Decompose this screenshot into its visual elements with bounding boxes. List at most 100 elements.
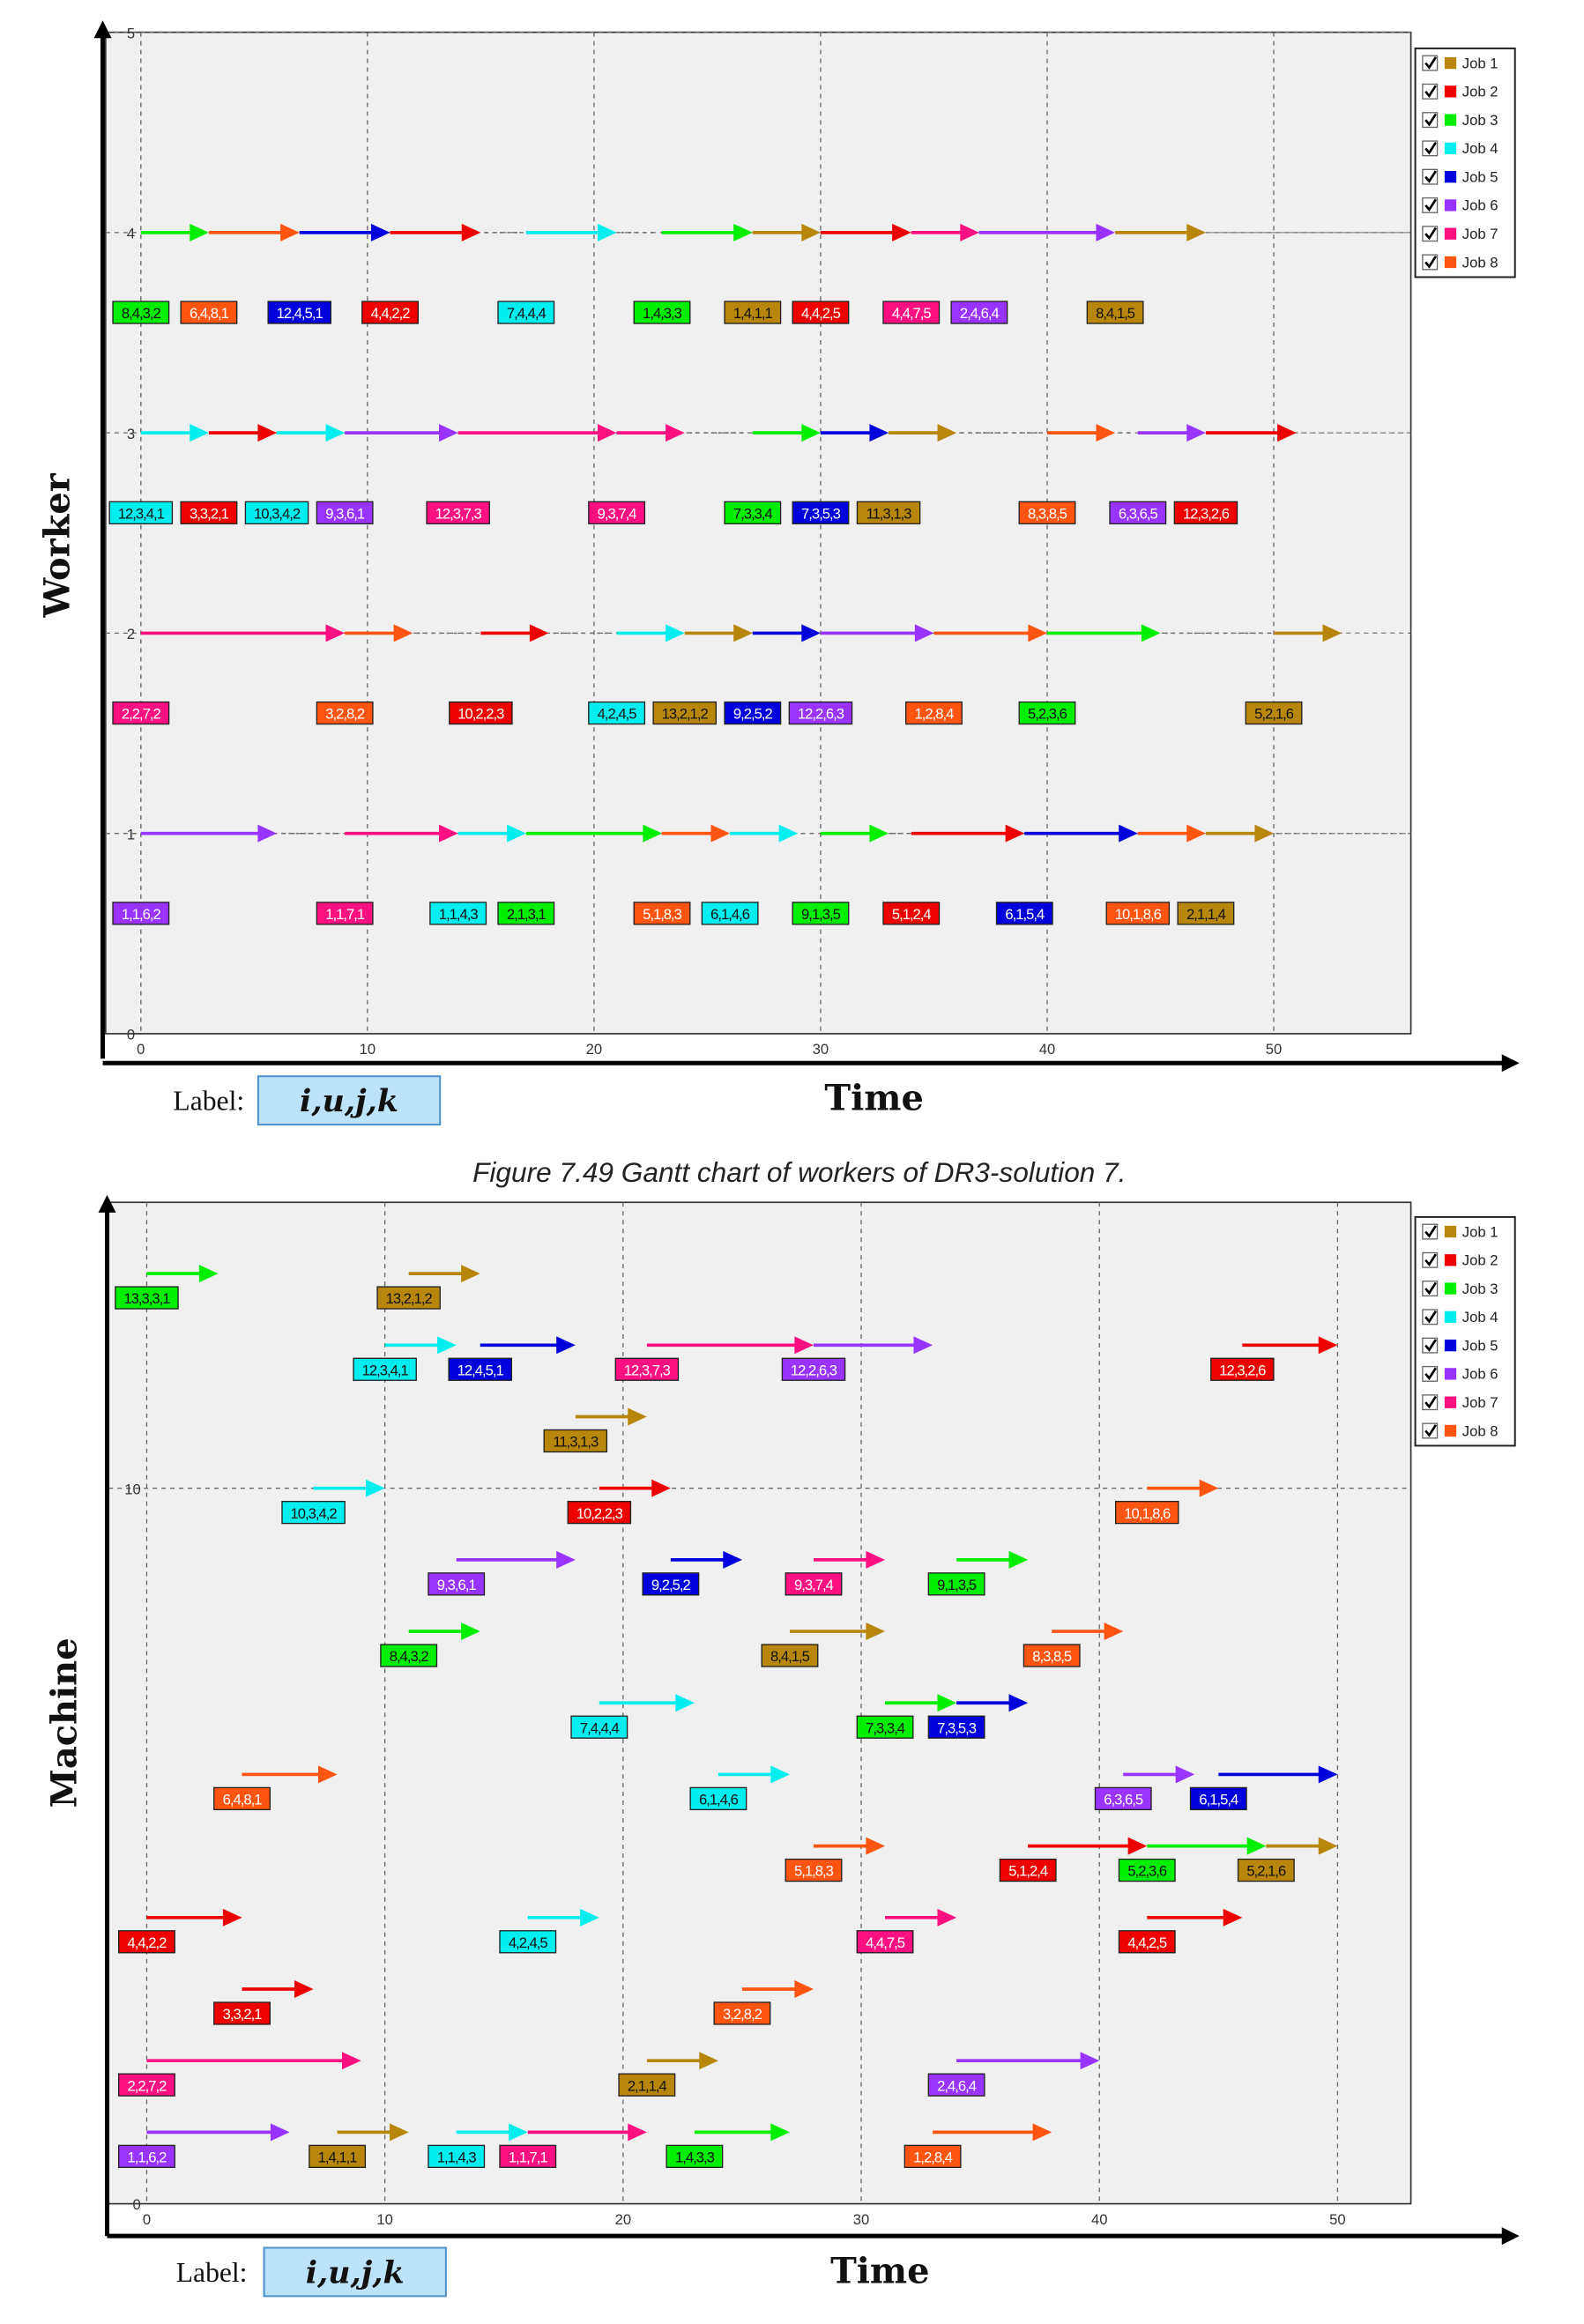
operation-label-box (642, 1572, 700, 1596)
operation-arrowhead (280, 223, 300, 241)
operation-arrowhead (1254, 824, 1275, 843)
operation-label: 5,1,2,4 (892, 906, 932, 923)
operation-label: 9,2,5,2 (733, 706, 773, 723)
operation-arrowhead (794, 1980, 814, 1998)
operation-arrowhead (733, 223, 753, 241)
operation-label: 8,4,3,2 (122, 305, 161, 322)
operation-arrowhead (937, 424, 957, 442)
operation-arrowhead (1096, 223, 1116, 241)
label-key-format: i,u,j,k (300, 1083, 398, 1119)
operation-label: 6,4,8,1 (190, 305, 229, 322)
y-axis-arrowhead (93, 20, 112, 39)
operation-arrowhead (651, 1479, 671, 1497)
operation-label-box (689, 1786, 747, 1811)
operation-arrowhead (190, 223, 209, 241)
operation-arrowhead (1318, 1765, 1338, 1784)
operation-label-box (213, 2001, 271, 2025)
x-tick-label: 50 (1329, 2211, 1345, 2228)
operation-arrowhead (770, 1765, 790, 1784)
check-icon (1424, 1310, 1437, 1324)
operation-label-box (570, 1715, 628, 1739)
operation-label: 6,1,4,6 (710, 906, 750, 923)
operation-arrowhead (257, 424, 278, 442)
operation-label: 9,2,5,2 (651, 1577, 691, 1593)
x-tick-label: 40 (1039, 1041, 1056, 1058)
operation-arrowhead (801, 424, 821, 442)
legend-swatch (1444, 1396, 1457, 1408)
operation-arrowhead (257, 824, 278, 843)
plot-area (105, 31, 1412, 1035)
operation-arrowhead (866, 1550, 886, 1569)
operation-label: 13,3,3,1 (123, 1290, 170, 1307)
operation-label-box (904, 2144, 962, 2168)
y-tick-label: 2 (127, 626, 135, 642)
legend-swatch (1444, 1282, 1457, 1295)
operation-label-box (785, 1858, 843, 1882)
label-key-caption: Label: (173, 1085, 244, 1116)
operation-label: 1,4,1,1 (318, 2149, 358, 2165)
operation-label-box (499, 1930, 557, 1954)
operation-arrowhead (597, 223, 617, 241)
operation-label-box (724, 301, 782, 324)
operation-label: 11,3,1,3 (553, 1434, 599, 1451)
operation-label: 1,4,3,3 (643, 305, 682, 322)
operation-label: 10,2,2,3 (457, 706, 504, 723)
operation-arrowhead (461, 1265, 480, 1283)
operation-label-box (316, 501, 374, 524)
y-axis-arrowhead (98, 1194, 116, 1213)
operation-label: 9,3,7,4 (598, 505, 637, 522)
operation-label-box (713, 2001, 771, 2025)
operation-label-box (652, 701, 717, 725)
legend-label: Job 2 (1462, 1252, 1498, 1269)
operation-arrowhead (509, 2123, 528, 2142)
legend-swatch (1444, 1339, 1457, 1352)
operation-arrowhead (222, 1908, 242, 1927)
operation-label: 5,1,8,3 (794, 1863, 834, 1880)
operation-arrowhead (294, 1980, 314, 1998)
x-tick-label: 20 (586, 1041, 603, 1058)
operation-arrowhead (1322, 624, 1342, 642)
operation-label: 1,1,6,2 (122, 906, 161, 923)
operation-label: 2,2,7,2 (122, 706, 161, 723)
operation-label: 1,1,7,1 (509, 2149, 548, 2165)
operation-arrowhead (342, 2052, 361, 2070)
operation-label: 12,3,4,1 (118, 505, 165, 522)
check-icon (1424, 1253, 1437, 1267)
operation-arrowhead (866, 1837, 886, 1855)
operation-label: 13,2,1,2 (386, 1290, 433, 1307)
operation-label: 8,3,8,5 (1032, 1648, 1072, 1665)
operation-label: 4,4,2,5 (1127, 1934, 1167, 1951)
operation-arrowhead (597, 424, 617, 442)
operation-label: 6,1,5,4 (1199, 1792, 1238, 1808)
operation-label: 4,2,4,5 (598, 706, 637, 723)
operation-arrowhead (778, 824, 799, 843)
operation-arrowhead (1080, 2052, 1100, 2070)
operation-label: 5,1,2,4 (1008, 1863, 1048, 1880)
operation-arrowhead (770, 2123, 790, 2142)
x-tick-label: 20 (615, 2211, 632, 2228)
operation-label: 3,2,8,2 (325, 706, 365, 723)
operation-label-box (428, 1572, 486, 1596)
operation-label-box (995, 902, 1053, 925)
legend-swatch (1444, 256, 1457, 269)
legend-label: Job 7 (1462, 226, 1498, 242)
check-icon (1424, 1367, 1437, 1381)
operation-label: 10,3,4,2 (291, 1505, 338, 1522)
operation-label-box (1094, 1786, 1152, 1811)
operation-arrowhead (366, 1479, 385, 1497)
operation-label: 1,4,3,3 (675, 2149, 715, 2165)
operation-label: 12,3,7,3 (624, 1362, 671, 1378)
operation-label-box (1245, 701, 1303, 725)
label-key-caption: Label: (176, 2257, 248, 2288)
operation-arrowhead (190, 424, 209, 442)
operation-label-box (1086, 301, 1144, 324)
operation-arrowhead (666, 424, 685, 442)
operation-label: 5,1,8,3 (643, 906, 682, 923)
legend-swatch (1444, 1368, 1457, 1380)
operation-arrowhead (643, 824, 663, 843)
check-icon (1424, 1339, 1437, 1352)
operation-label-box (781, 1357, 846, 1381)
operation-arrowhead (556, 1336, 576, 1355)
operation-label-box (213, 1786, 271, 1811)
